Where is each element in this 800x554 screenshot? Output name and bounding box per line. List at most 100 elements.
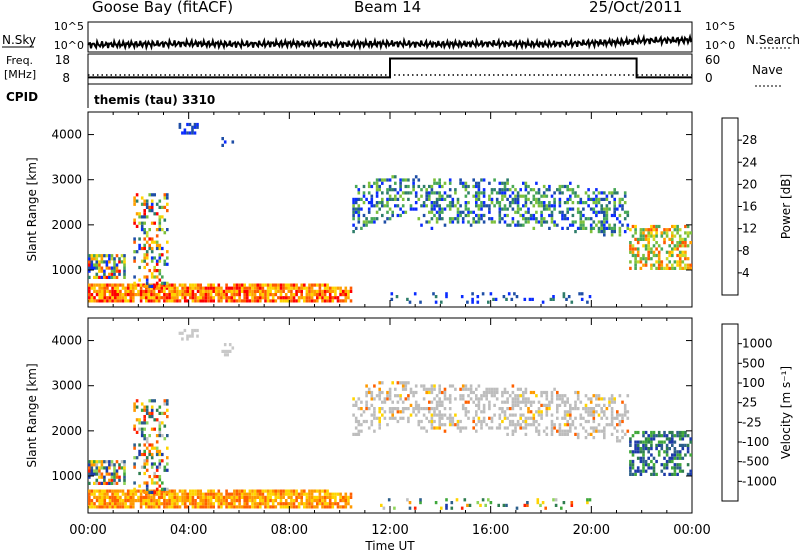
echo-cell <box>160 489 164 493</box>
echo-cell <box>161 459 164 463</box>
echo-cell <box>610 432 614 436</box>
echo-cell <box>145 408 149 412</box>
echo-cell <box>660 231 664 235</box>
echo-cell <box>204 299 208 303</box>
echo-cell <box>571 223 575 227</box>
echo-cell <box>153 193 156 197</box>
echo-cell <box>490 426 494 430</box>
echo-cell <box>103 478 106 482</box>
echo-cell <box>150 481 154 485</box>
echo-cell <box>318 502 322 506</box>
echo-cell <box>461 217 465 221</box>
echo-cell <box>464 194 468 198</box>
echo-cell <box>120 460 124 464</box>
echo-cell <box>579 226 583 230</box>
echo-cell <box>390 297 394 301</box>
echo-cell <box>145 484 149 488</box>
nsky-label: N.Sky <box>2 33 36 47</box>
echo-cell <box>303 286 306 290</box>
echo-cell <box>550 220 554 224</box>
echo-cell <box>88 463 91 467</box>
echo-cell <box>433 397 436 401</box>
echo-cell <box>110 478 114 482</box>
echo-cell <box>349 289 353 293</box>
echo-cell <box>98 460 101 464</box>
echo-cell <box>88 495 91 499</box>
echo-cell <box>105 472 109 476</box>
echo-cell <box>266 289 270 293</box>
echo-cell <box>535 210 538 214</box>
echo-cell <box>686 257 690 261</box>
echo-cell <box>587 410 590 414</box>
echo-cell <box>597 220 601 224</box>
echo-cell <box>600 197 603 201</box>
echo-cell <box>448 400 452 404</box>
echo-cell <box>196 505 200 509</box>
echo-cell <box>597 197 601 201</box>
echo-cell <box>186 289 189 293</box>
echo-cell <box>160 296 164 300</box>
echo-cell <box>503 204 507 208</box>
echo-cell <box>326 489 329 493</box>
echo-cell <box>490 191 494 195</box>
echo-cell <box>440 506 443 510</box>
echo-cell <box>610 233 614 237</box>
echo-cell <box>501 410 504 414</box>
echo-cell <box>145 256 149 260</box>
echo-cell <box>401 381 405 385</box>
echo-cell <box>349 299 353 303</box>
echo-cell <box>313 299 316 303</box>
echo-cell <box>261 495 265 499</box>
count-tick-top-right: 10^5 <box>705 20 735 33</box>
echo-cell <box>370 184 374 189</box>
echo-cell <box>476 300 480 304</box>
echo-cell <box>381 197 384 201</box>
echo-cell <box>665 463 669 467</box>
echo-cell <box>569 429 572 433</box>
echo-cell <box>354 207 358 211</box>
echo-cell <box>647 231 650 235</box>
echo-cell <box>365 390 368 395</box>
echo-cell <box>412 394 415 398</box>
echo-cell <box>459 426 462 430</box>
echo-cell <box>119 502 122 506</box>
echo-cell <box>145 487 149 491</box>
echo-cell <box>553 223 556 227</box>
echo-cell <box>422 426 426 430</box>
echo-cell <box>253 289 257 293</box>
echo-cell <box>166 446 169 450</box>
echo-cell <box>305 296 309 300</box>
echo-cell <box>438 384 441 388</box>
echo-cell <box>243 505 246 509</box>
echo-cell <box>689 437 692 441</box>
echo-cell <box>279 299 283 303</box>
echo-cell <box>422 184 426 189</box>
echo-cell <box>161 452 164 457</box>
echo-cell <box>321 296 324 300</box>
echo-cell <box>396 191 400 195</box>
echo-cell <box>595 201 598 205</box>
echo-cell <box>173 489 177 493</box>
echo-cell <box>261 499 265 503</box>
echo-cell <box>133 237 136 241</box>
echo-cell <box>365 403 368 407</box>
echo-cell <box>644 463 648 467</box>
echo-cell <box>540 394 543 398</box>
echo-cell <box>527 217 530 221</box>
echo-cell <box>173 283 177 287</box>
echo-cell <box>513 292 516 296</box>
echo-cell <box>524 403 528 407</box>
echo-cell <box>133 256 136 260</box>
echo-cell <box>621 416 624 420</box>
echo-cell <box>448 423 452 427</box>
echo-cell <box>158 221 162 225</box>
echo-cell <box>535 181 538 185</box>
echo-cell <box>326 286 329 290</box>
echo-cell <box>209 495 213 499</box>
echo-cell <box>119 299 122 303</box>
echo-cell <box>595 197 598 201</box>
echo-cell <box>181 293 184 297</box>
echo-cell <box>456 217 460 221</box>
echo-cell <box>240 283 244 287</box>
echo-cell <box>629 443 632 447</box>
